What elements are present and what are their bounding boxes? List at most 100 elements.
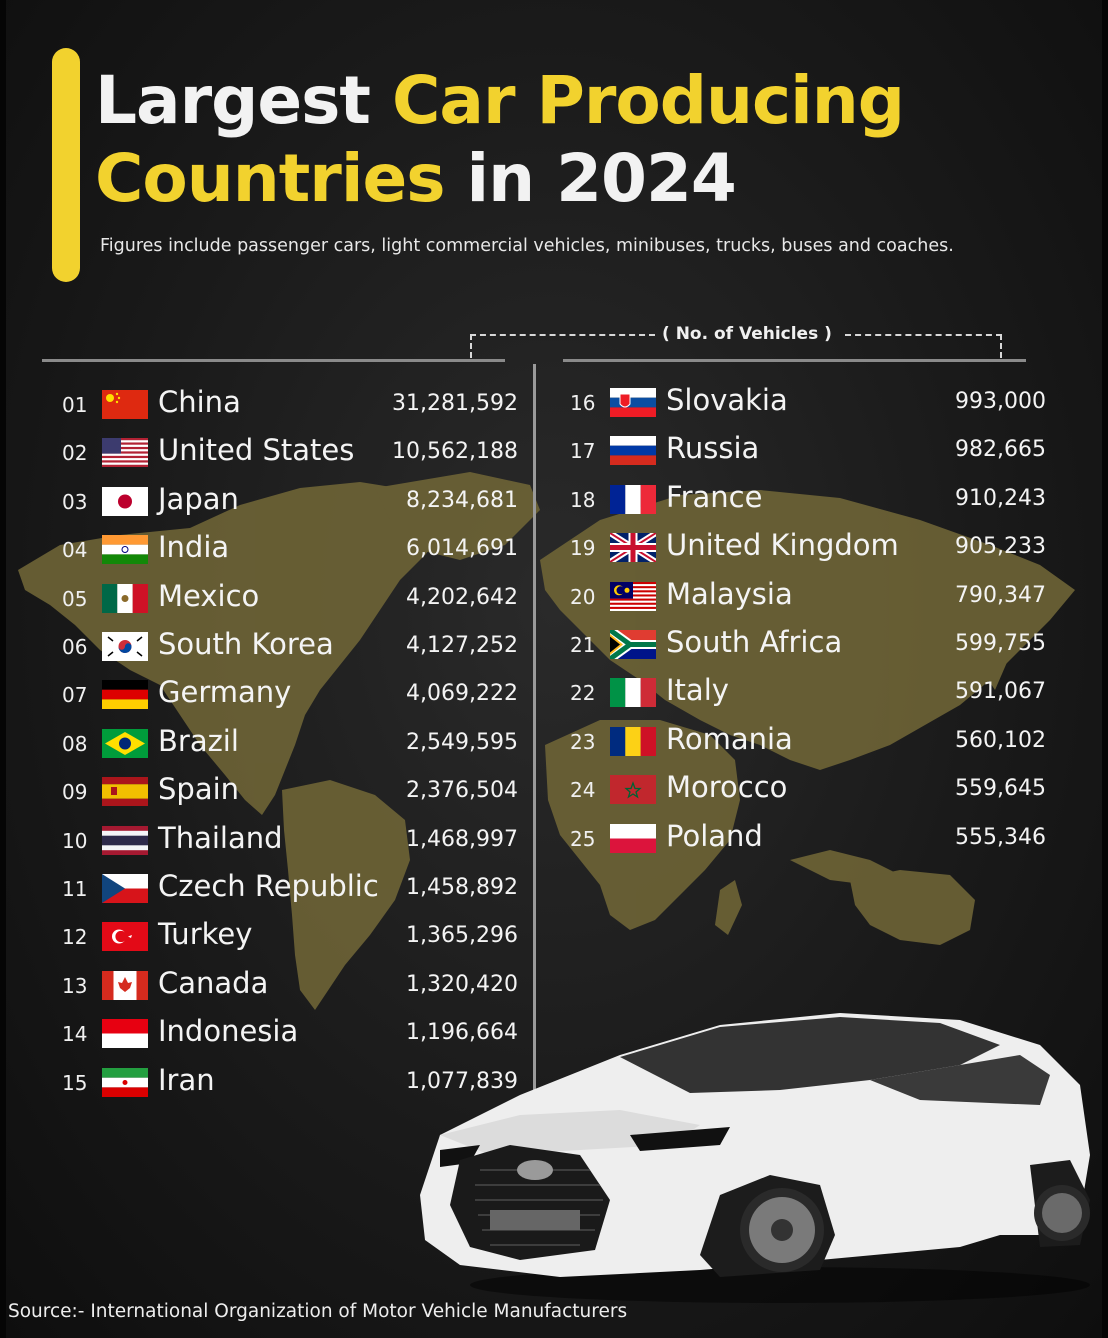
country-name: India [158,530,230,565]
rank-number: 23 [570,729,596,754]
vehicle-count: 4,069,222 [406,681,518,707]
rank-number: 02 [62,441,88,466]
vehicle-count: 1,077,839 [406,1068,518,1094]
table-row: 16 Slovakia 993,000 [508,379,1046,427]
south-america-shape [282,780,410,1010]
country-name: Turkey [158,917,253,952]
rank-number: 10 [62,828,88,853]
table-row: 08 Brazil 2,549,595 [0,720,530,768]
country-name: Iran [158,1062,215,1097]
russia-flag-icon [610,436,656,466]
table-row: 13 Canada 1,320,420 [0,962,530,1010]
vehicle-count: 2,376,504 [406,778,518,804]
thailand-flag-icon [102,825,148,855]
table-row: 04 India 6,014,691 [0,526,530,574]
table-row: 23 Romania 560,102 [508,718,1046,766]
rank-number: 16 [570,391,596,415]
rank-number: 15 [62,1070,88,1095]
vehicle-count: 599,755 [955,631,1046,656]
rank-number: 17 [570,439,596,464]
country-name: China [158,385,241,419]
source-note: Source:- International Organization of M… [8,1301,628,1322]
page-title: Largest Car Producing Countries in 2024 [95,62,905,217]
rank-number: 24 [570,778,596,803]
country-name: Romania [666,721,793,756]
table-row: 06 South Korea 4,127,252 [0,623,530,671]
country-name: Poland [666,818,763,853]
vehicle-count: 10,562,188 [392,439,518,465]
vehicle-count: 1,365,296 [406,923,518,949]
rank-number: 18 [570,487,596,512]
rank-number: 19 [570,536,596,561]
india-flag-icon [102,535,148,565]
japan-flag-icon [102,486,148,516]
country-name: Japan [158,481,239,516]
vehicle-count: 591,067 [955,679,1046,705]
rank-number: 09 [62,780,88,805]
rank-number: 22 [570,681,596,706]
table-row: 22 Italy 591,067 [508,669,1046,717]
country-name: Germany [158,675,292,710]
vehicle-count: 790,347 [955,582,1046,608]
table-row: 14 Indonesia 1,196,664 [0,1010,530,1058]
table-row: 19 United Kingdom 905,233 [508,524,1046,572]
south-africa-flag-icon [610,630,656,659]
car-illustration-icon [420,1013,1090,1303]
uk-flag-icon [610,533,656,563]
rank-number: 08 [62,731,88,756]
vehicle-count: 2,549,595 [406,729,518,755]
rank-number: 20 [570,584,596,609]
indonesia-flag-icon [102,1019,148,1049]
china-flag-icon [102,390,148,419]
south-korea-flag-icon [102,632,148,661]
table-row: 24 Morocco 559,645 [508,766,1046,814]
table-row: 25 Poland 555,346 [508,815,1046,863]
vehicle-count: 1,458,892 [406,875,518,900]
table-row: 05 Mexico 4,202,642 [0,575,530,623]
vehicle-count: 6,014,691 [406,536,518,562]
units-label: ( No. of Vehicles ) [662,324,832,344]
column-divider [533,364,536,1092]
greenland-shape [375,472,540,560]
table-row: 03 Japan 8,234,681 [0,478,530,526]
eurasia-shape [540,490,1075,770]
iran-flag-icon [102,1067,148,1097]
right-column-rule [563,359,1026,362]
rank-number: 11 [62,877,88,901]
country-name: Indonesia [158,1014,299,1049]
vehicle-count: 910,243 [955,485,1046,511]
vehicle-count: 31,281,592 [392,391,518,416]
czech-flag-icon [102,874,148,903]
country-name: Spain [158,772,240,807]
subtitle: Figures include passenger cars, light co… [100,236,954,256]
table-row: 21 South Africa 599,755 [508,621,1046,669]
vehicle-count: 559,645 [955,776,1046,802]
table-row: 10 Thailand 1,468,997 [0,817,530,865]
brazil-flag-icon [102,728,148,758]
north-america-shape [18,482,445,815]
table-row: 07 Germany 4,069,222 [0,671,530,719]
rank-number: 13 [62,973,88,998]
vehicle-count: 560,102 [955,727,1046,753]
japan-shape [985,630,1008,690]
germany-flag-icon [102,680,148,710]
rank-number: 25 [570,826,596,851]
rank-number: 14 [62,1022,88,1047]
turkey-flag-icon [102,922,148,952]
table-row: 17 Russia 982,665 [508,427,1046,475]
canada-flag-icon [102,970,148,1000]
country-name: Morocco [666,770,788,805]
vehicle-count: 555,346 [955,824,1046,850]
country-name: Slovakia [666,383,788,417]
rank-number: 12 [62,925,88,950]
rank-number: 06 [62,635,88,659]
slovakia-flag-icon [610,388,656,417]
country-name: United States [158,433,355,468]
mexico-flag-icon [102,583,148,613]
italy-flag-icon [610,678,656,708]
country-name: Russia [666,431,760,466]
country-name: Malaysia [666,576,793,611]
rank-number: 01 [62,393,88,417]
